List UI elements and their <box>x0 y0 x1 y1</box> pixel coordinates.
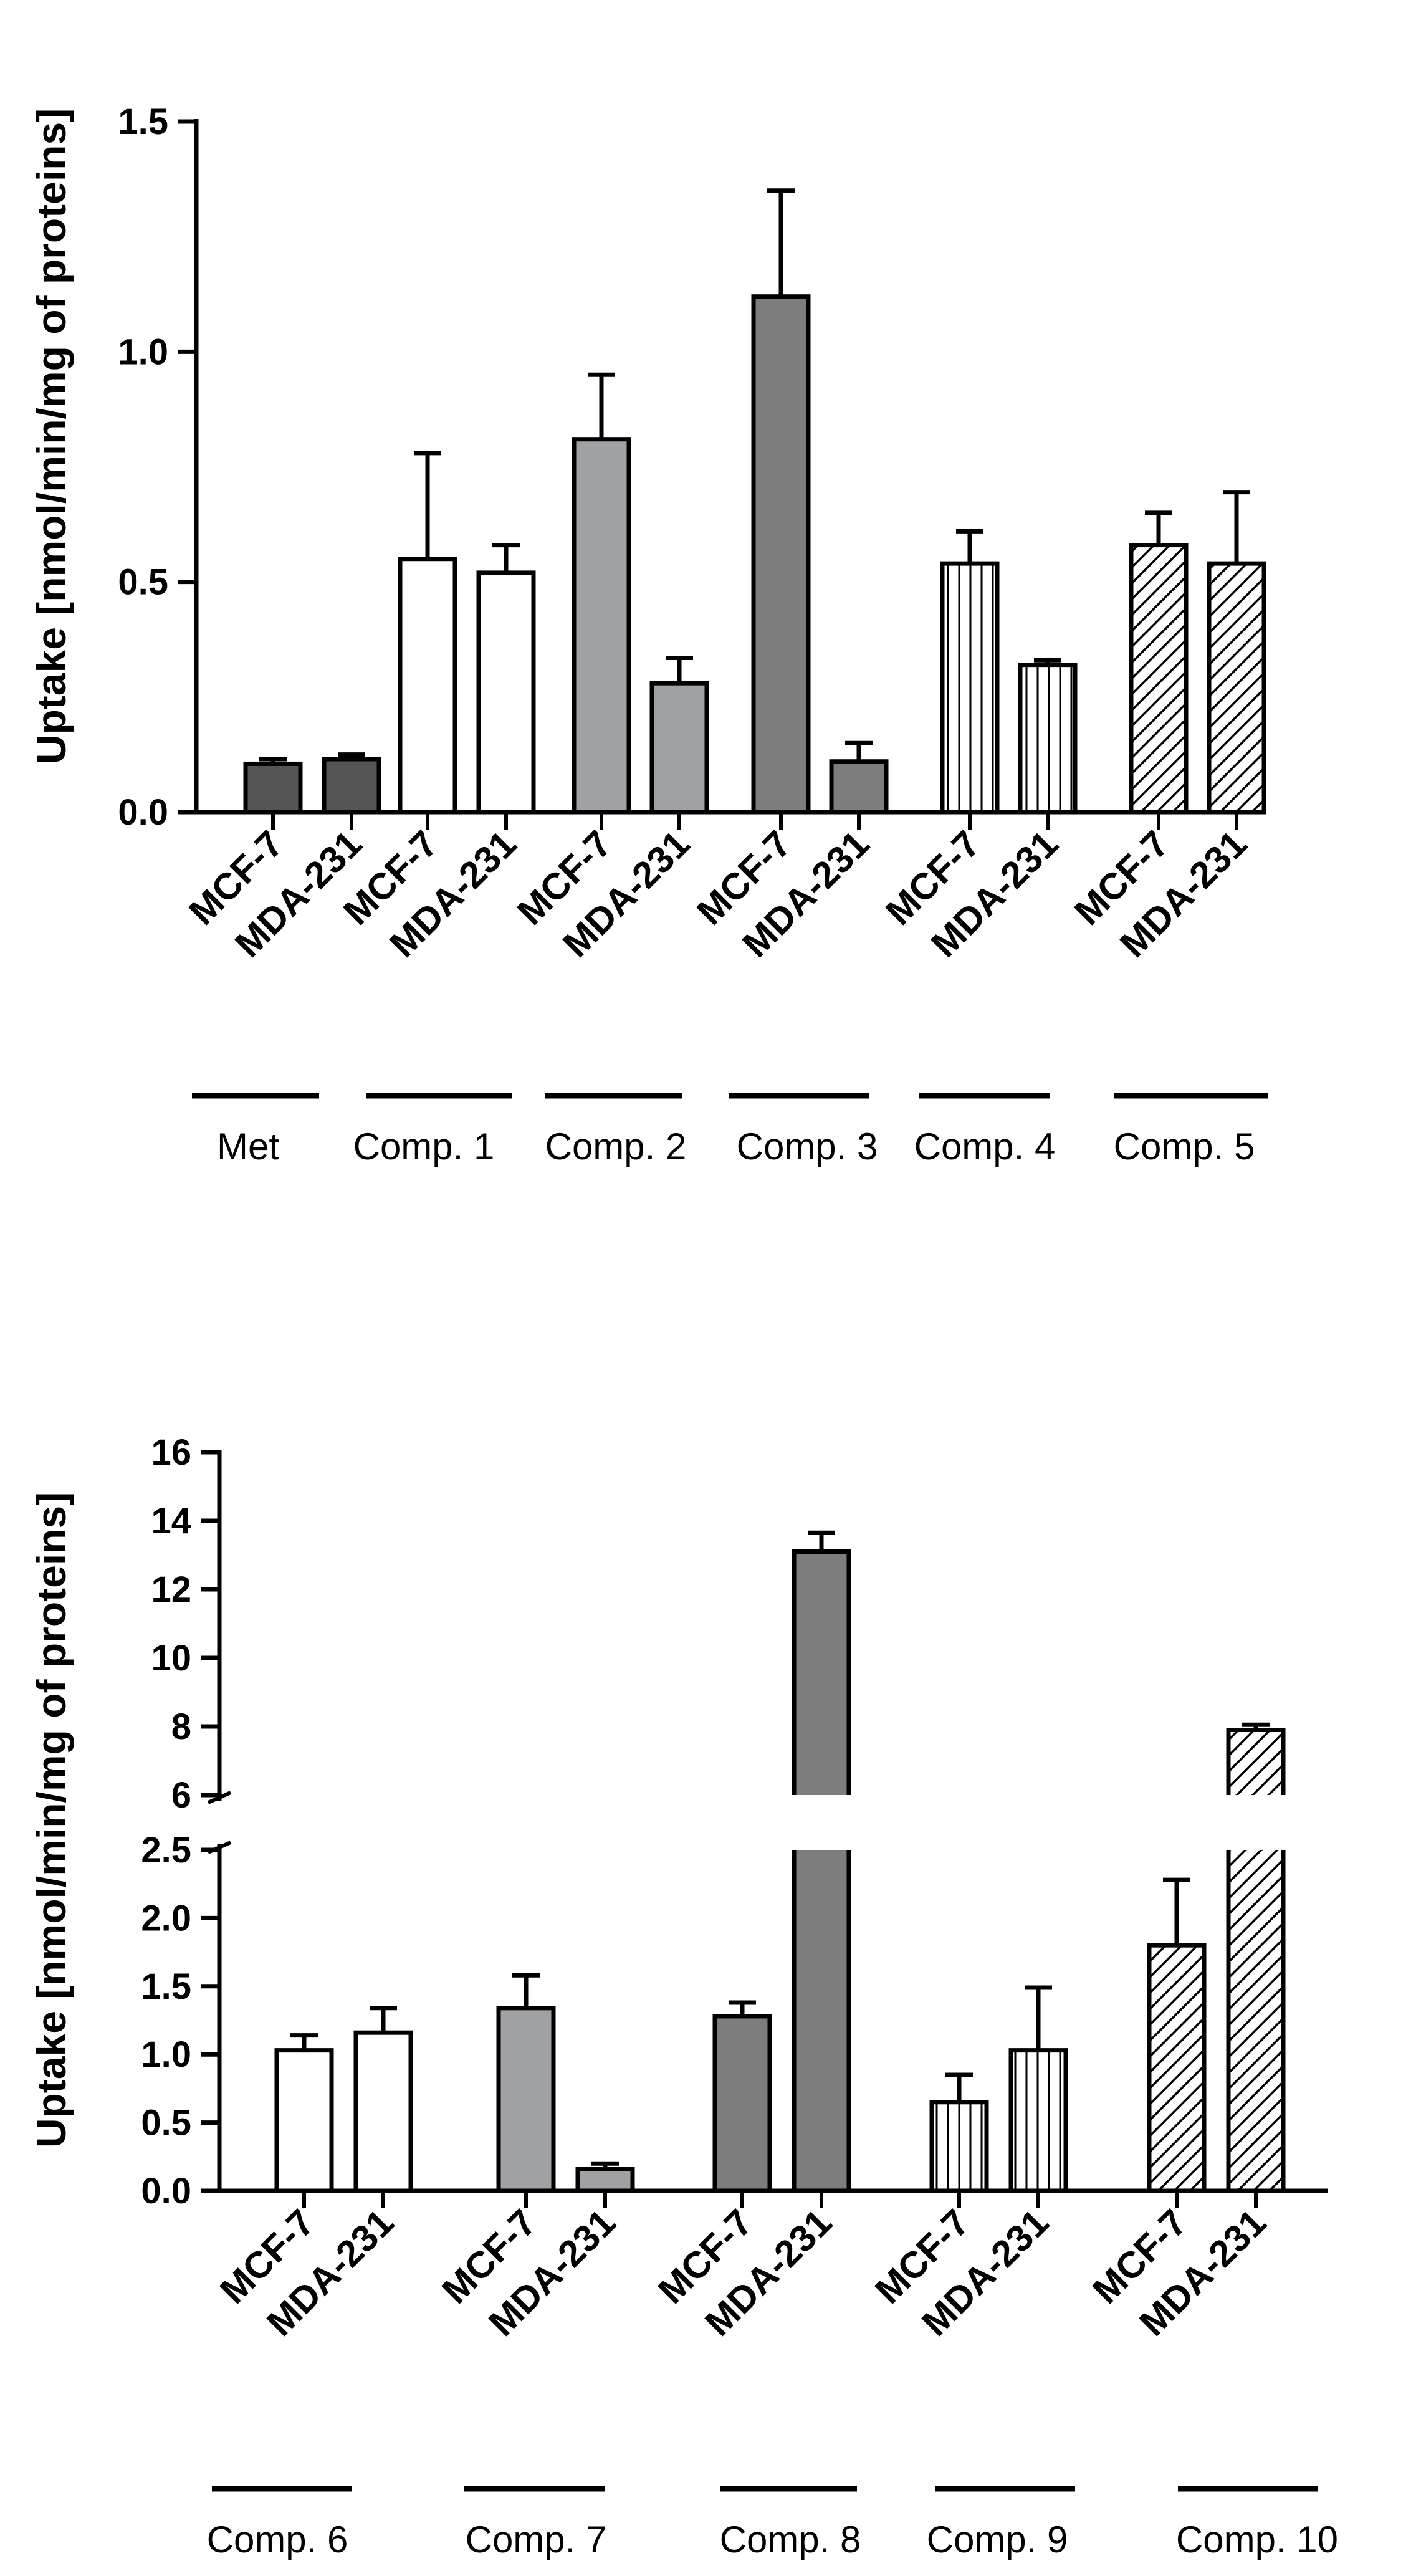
bar-comp-3-mda-231 <box>829 759 889 815</box>
group-label-comp-2: Comp. 2 <box>545 1126 687 1167</box>
bar-comp-5-mda-231 <box>1207 561 1266 815</box>
bar-upper-comp-8-mda-231 <box>794 1551 849 1795</box>
y-tick-label-2: 1.0 <box>118 332 168 372</box>
bar-comp-7-mda-231 <box>575 2167 635 2193</box>
bar-met-mcf-7 <box>243 761 303 815</box>
bar-comp-9-mcf-7 <box>929 2100 989 2193</box>
y-tick-label-1: 0.5 <box>118 562 168 603</box>
group-label-met: Met <box>217 1126 279 1167</box>
group-label-comp-9: Comp. 9 <box>927 2519 1068 2560</box>
bar-comp-9-mda-231 <box>1008 2048 1068 2193</box>
y-tick-label-lower-0: 0.0 <box>141 2171 191 2211</box>
bar-comp-7-mcf-7 <box>496 2006 556 2193</box>
y-tick-label-3: 1.5 <box>118 102 168 142</box>
group-label-comp-10: Comp. 10 <box>1176 2519 1338 2560</box>
chart-top-y-axis-label: Uptake [nmol/min/mg of proteins] <box>28 108 74 764</box>
y-tick-label-lower-2: 1.0 <box>141 2034 191 2075</box>
y-tick-label-upper-0: 6 <box>171 1775 191 1816</box>
axis-break-mark-upper <box>207 1791 232 1804</box>
y-tick-label-lower-4: 2.0 <box>141 1898 191 1938</box>
y-tick-label-upper-1: 8 <box>171 1707 191 1747</box>
bar-comp-2-mda-231 <box>649 681 709 815</box>
group-label-comp-3: Comp. 3 <box>737 1126 878 1167</box>
bar-comp-2-mcf-7 <box>572 437 631 815</box>
group-label-comp-4: Comp. 4 <box>914 1126 1056 1167</box>
group-label-comp-8: Comp. 8 <box>720 2519 861 2560</box>
bar-lower-comp-10-mda-231 <box>1228 1850 1283 2191</box>
bar-comp-8-mcf-7 <box>712 2014 772 2193</box>
bar-comp-6-mda-231 <box>353 2030 413 2193</box>
y-tick-label-upper-5: 16 <box>151 1432 191 1473</box>
y-tick-label-upper-3: 12 <box>151 1569 191 1610</box>
chart-bottom: Uptake [nmol/min/mg of proteins] MCF-7MD… <box>28 1432 1338 2560</box>
bar-edge-upper-comp-10-mda-231 <box>1226 1728 1286 1795</box>
y-tick-label-lower-3: 1.5 <box>141 1966 191 2007</box>
chart-bottom-y-axis-label: Uptake [nmol/min/mg of proteins] <box>28 1492 74 2148</box>
bar-edge-upper-comp-8-mda-231 <box>792 1549 851 1795</box>
y-tick-label-lower-5: 2.5 <box>141 1830 191 1870</box>
bar-comp-4-mcf-7 <box>940 561 1000 815</box>
chart-top: Uptake [nmol/min/mg of proteins] MCF-7MD… <box>28 102 1268 1167</box>
bar-comp-10-mcf-7 <box>1147 1943 1207 2193</box>
bar-upper-comp-10-mda-231 <box>1228 1730 1283 1795</box>
bar-lower-comp-8-mda-231 <box>794 1850 849 2191</box>
bar-met-mda-231 <box>322 757 381 815</box>
group-label-comp-1: Comp. 1 <box>353 1126 495 1167</box>
bar-comp-6-mcf-7 <box>274 2048 334 2193</box>
y-tick-label-0: 0.0 <box>118 792 168 833</box>
bar-comp-1-mcf-7 <box>398 557 457 815</box>
bar-comp-5-mcf-7 <box>1129 543 1189 815</box>
bar-comp-3-mcf-7 <box>751 294 811 815</box>
bar-comp-1-mda-231 <box>476 570 536 815</box>
group-label-comp-7: Comp. 7 <box>466 2519 607 2560</box>
y-tick-label-lower-1: 0.5 <box>141 2103 191 2143</box>
y-tick-label-upper-2: 10 <box>151 1638 191 1678</box>
group-label-comp-5: Comp. 5 <box>1114 1126 1255 1167</box>
group-label-comp-6: Comp. 6 <box>207 2519 348 2560</box>
y-tick-label-upper-4: 14 <box>151 1501 191 1541</box>
bar-comp-4-mda-231 <box>1018 663 1078 815</box>
